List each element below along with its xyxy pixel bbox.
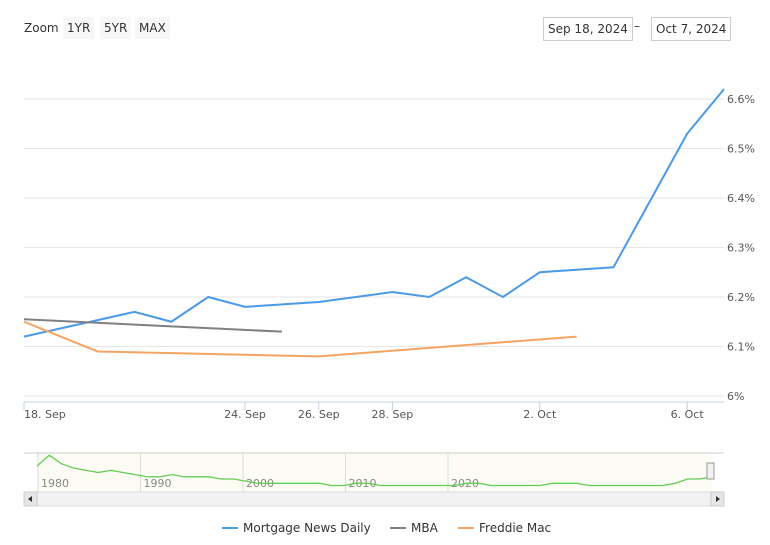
y-tick-label: 6.2% bbox=[727, 291, 755, 304]
to-date-input[interactable]: Oct 7, 2024 bbox=[651, 17, 732, 41]
y-tick-label: 6.3% bbox=[727, 242, 755, 255]
navigator-tick-label: 1980 bbox=[41, 477, 69, 490]
zoom-1yr-button[interactable]: 1YR bbox=[63, 17, 95, 39]
scrollbar-track[interactable] bbox=[23, 491, 725, 507]
zoom-max-button[interactable]: MAX bbox=[135, 17, 170, 39]
x-tick-label: 28. Sep bbox=[372, 408, 414, 421]
y-tick-label: 6% bbox=[727, 390, 744, 403]
legend-swatch bbox=[222, 527, 238, 529]
x-tick-label: 18. Sep bbox=[24, 408, 66, 421]
x-tick-label: 26. Sep bbox=[298, 408, 340, 421]
date-separator: – bbox=[634, 19, 640, 33]
y-tick-label: 6.1% bbox=[727, 341, 755, 354]
navigator-handle[interactable] bbox=[706, 462, 715, 480]
y-tick-label: 6.5% bbox=[727, 143, 755, 156]
legend-item-mba[interactable]: MBA bbox=[390, 521, 438, 535]
legend-label: Mortgage News Daily bbox=[243, 521, 371, 535]
legend-label: Freddie Mac bbox=[479, 521, 552, 535]
x-tick-label: 24. Sep bbox=[224, 408, 266, 421]
series-line-1 bbox=[23, 318, 282, 333]
x-tick-label: 6. Oct bbox=[671, 408, 705, 421]
y-tick-label: 6.6% bbox=[727, 93, 755, 106]
zoom-label: Zoom bbox=[24, 21, 59, 35]
series-line-0 bbox=[23, 88, 725, 338]
zoom-5yr-button[interactable]: 5YR bbox=[100, 17, 132, 39]
scroll-left-arrow-icon bbox=[28, 496, 32, 502]
legend-item-mnd[interactable]: Mortgage News Daily bbox=[222, 521, 371, 535]
series-line-2 bbox=[23, 320, 577, 358]
legend-swatch bbox=[390, 527, 406, 529]
navigator-tick-label: 1990 bbox=[144, 477, 172, 490]
from-date-input[interactable]: Sep 18, 2024 bbox=[543, 17, 633, 41]
legend-swatch bbox=[458, 527, 474, 529]
scroll-right-arrow-icon bbox=[716, 496, 720, 502]
y-tick-label: 6.4% bbox=[727, 192, 755, 205]
navigator-series bbox=[36, 454, 713, 487]
x-tick-label: 2. Oct bbox=[523, 408, 557, 421]
legend-item-freddie[interactable]: Freddie Mac bbox=[458, 521, 551, 535]
legend-label: MBA bbox=[411, 521, 438, 535]
